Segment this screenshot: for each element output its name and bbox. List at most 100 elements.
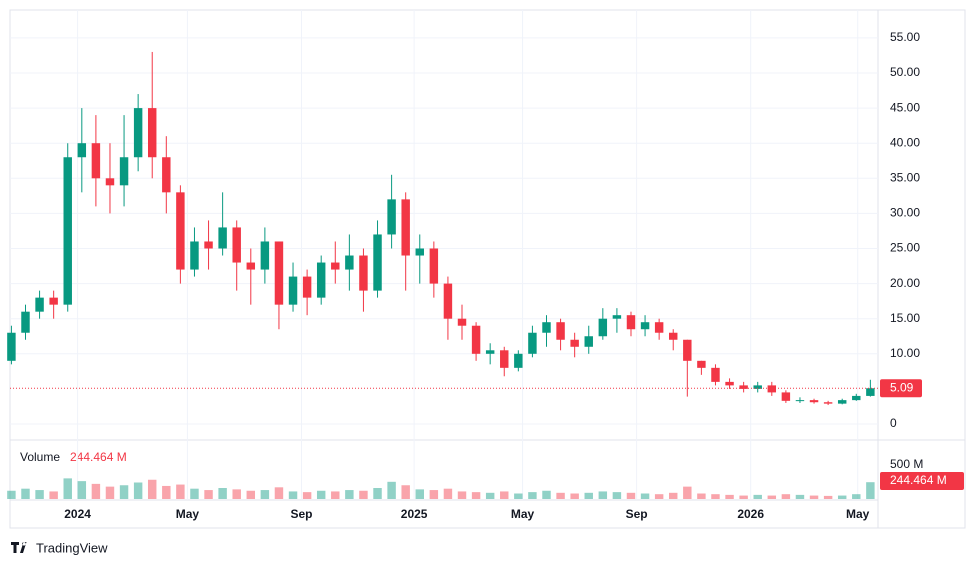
volume-bar [77, 481, 87, 499]
volume-bar [232, 489, 241, 499]
candle-body [556, 322, 565, 340]
volume-bar [274, 487, 284, 499]
candle-body [345, 255, 354, 270]
candle-body [767, 385, 777, 393]
candle-body [302, 276, 312, 298]
volume-bar [176, 484, 185, 499]
chart-frame [9, 9, 966, 529]
y-tick-label: 55.00 [890, 30, 920, 44]
volume-bar [35, 490, 44, 499]
volume-bar [190, 488, 199, 499]
x-tick-label: Sep [626, 507, 648, 521]
volume-bar [105, 486, 115, 499]
candle-body [795, 400, 805, 402]
volume-bar [612, 492, 622, 499]
grid [10, 10, 878, 500]
volume-bar [260, 490, 270, 499]
volume-bar [359, 490, 368, 499]
candle-body [500, 350, 509, 368]
volume-bar [767, 495, 777, 499]
candle-body [232, 227, 241, 263]
y-tick-label: 50.00 [890, 65, 920, 79]
candle-body [866, 388, 875, 396]
candle-body [697, 360, 706, 368]
volume-bar [246, 490, 256, 499]
volume-bar [345, 490, 354, 499]
candle-body [288, 276, 298, 305]
candle-body [316, 262, 326, 298]
candle-body [35, 297, 44, 312]
volume-bar [302, 492, 312, 499]
candle-body [49, 297, 58, 305]
volume-bar [7, 490, 16, 499]
volume-bar [669, 492, 678, 499]
volume-bar [91, 483, 101, 499]
candle-body [711, 367, 720, 382]
volume-bar [837, 495, 847, 499]
volume-bar [500, 491, 509, 499]
candle-body [415, 248, 424, 256]
candle-body [753, 385, 762, 389]
candle-body [485, 350, 495, 354]
y-tick-label: 40.00 [890, 135, 920, 149]
candle-body [429, 248, 439, 284]
volume-bar [640, 493, 650, 499]
x-tick-label: May [176, 507, 200, 521]
volume-bar [809, 495, 819, 499]
volume-bar [598, 491, 608, 499]
candle-body [373, 234, 382, 291]
candle-body [809, 400, 819, 403]
volume-bar [21, 488, 30, 499]
candle-body [63, 157, 72, 305]
logo: TradingView [11, 540, 108, 555]
y-tick-label: 15.00 [890, 311, 920, 325]
volume-bar [401, 485, 410, 499]
candle-body [218, 227, 227, 249]
candle-body [739, 385, 748, 389]
volume-bar [570, 493, 579, 499]
candle-body [514, 353, 523, 368]
volume-bar [147, 479, 157, 499]
volume-bar [753, 494, 762, 499]
volume-bar [711, 494, 720, 499]
volume-bar [443, 488, 453, 499]
volume-bar [204, 490, 213, 499]
volume-legend-value: 244.464 M [70, 450, 127, 464]
volume-bar [556, 492, 565, 499]
volume-bar [823, 495, 833, 499]
candle-body [246, 262, 256, 270]
last-price-badge [880, 379, 922, 398]
candle-body [612, 315, 622, 319]
candle-body [204, 241, 213, 249]
volume-bar [725, 494, 734, 499]
candle-body [359, 255, 368, 291]
candle-body [105, 178, 115, 186]
volume-bar [119, 485, 129, 499]
y-tick-label: 10.00 [890, 346, 920, 360]
volume-bar [485, 492, 495, 499]
candle-body [387, 199, 396, 235]
candle-body [401, 199, 410, 256]
volume-bar [697, 493, 706, 499]
volume-tick-label: 500 M [890, 457, 923, 471]
volume-bar [415, 489, 424, 499]
candle-body [683, 339, 692, 361]
volume-bar [584, 492, 593, 499]
volume-bar [63, 478, 72, 499]
volume-badge [880, 472, 964, 490]
candle-body [162, 157, 171, 193]
candle-body [781, 392, 791, 401]
y-tick-label: 25.00 [890, 241, 920, 255]
x-tick-label: Sep [290, 507, 312, 521]
volume-bar [387, 481, 396, 499]
candle-body [7, 332, 16, 361]
last-price-label: 5.09 [890, 380, 914, 394]
volume-bar [471, 492, 481, 499]
volume-bar [331, 491, 340, 499]
candle-body [570, 339, 579, 347]
volume-last-label: 244.464 M [890, 473, 947, 487]
candle-body [133, 108, 143, 158]
volume-bar [795, 494, 805, 499]
volume-bar [528, 492, 537, 499]
